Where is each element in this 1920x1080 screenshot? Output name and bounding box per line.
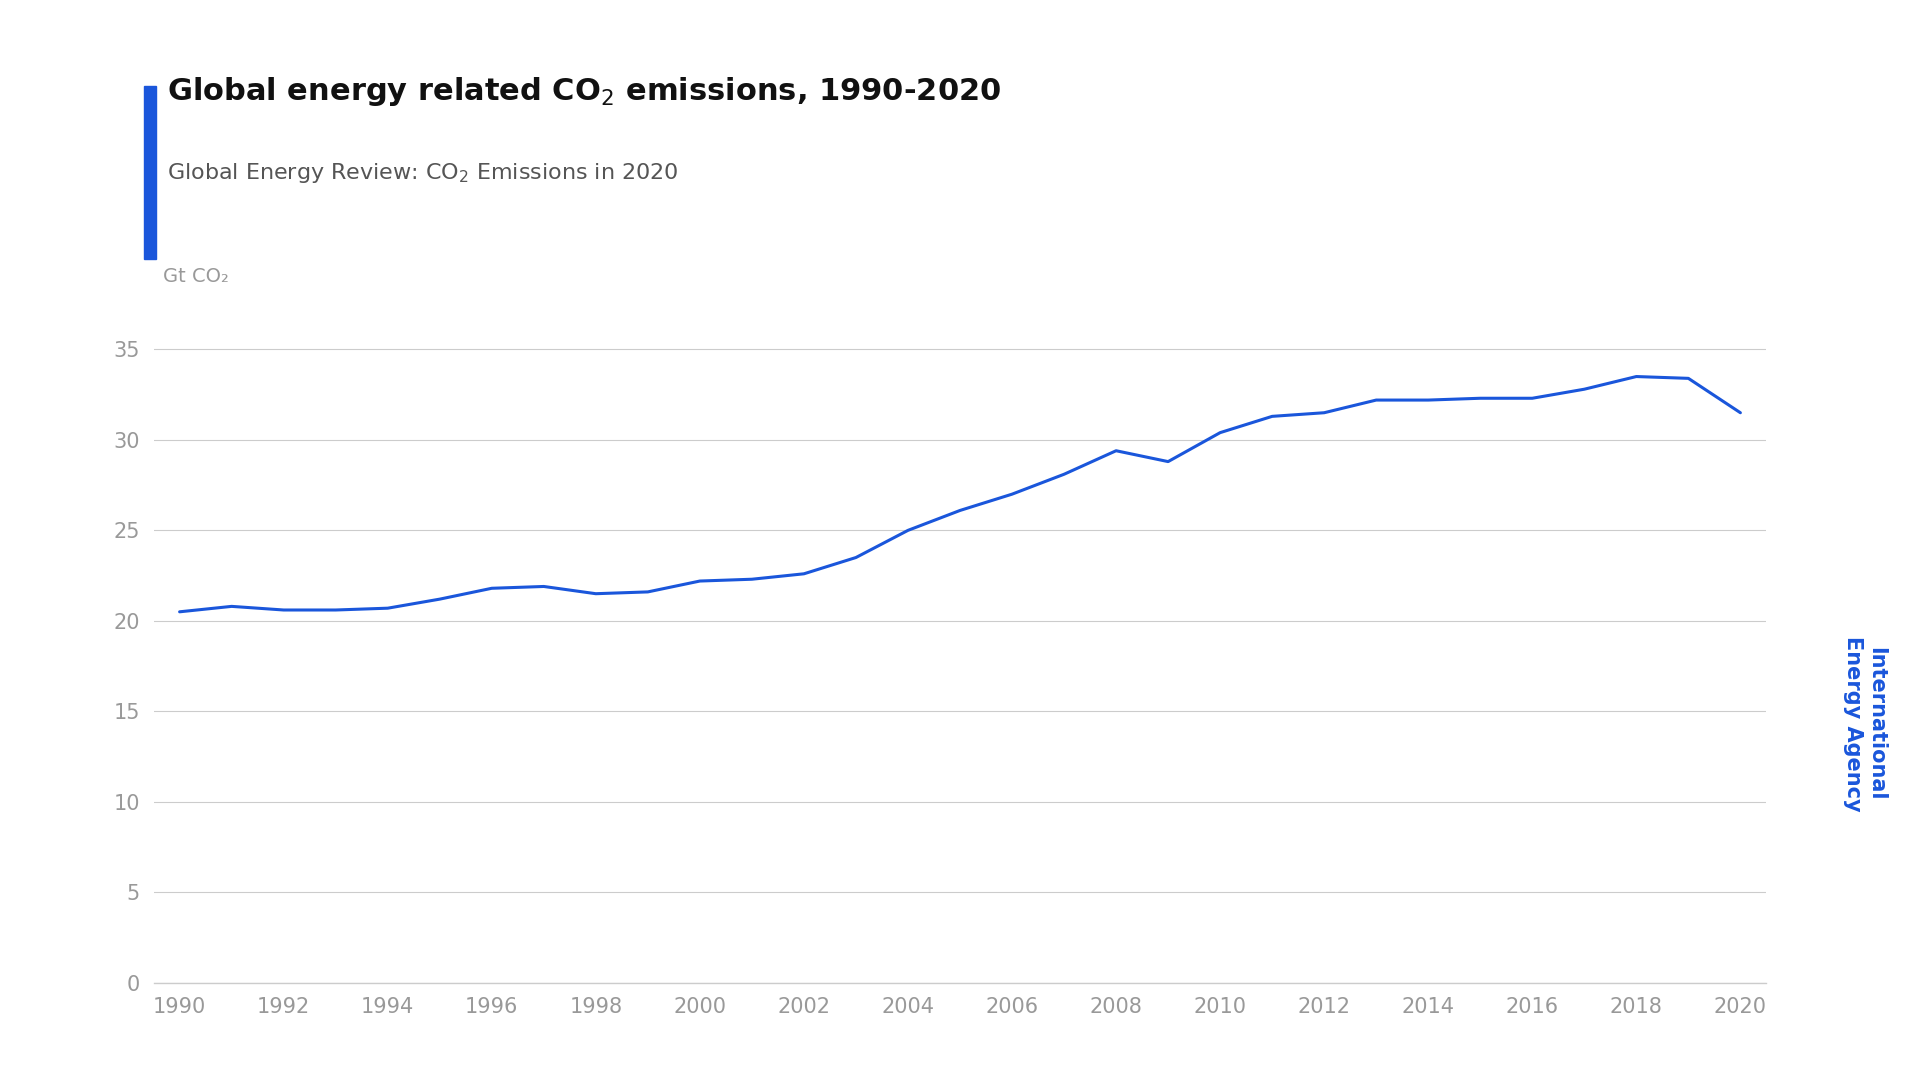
Text: Global energy related CO$_2$ emissions, 1990-2020: Global energy related CO$_2$ emissions, … xyxy=(167,76,1000,108)
Text: Gt CO₂: Gt CO₂ xyxy=(163,267,228,286)
Text: Global Energy Review: CO$_2$ Emissions in 2020: Global Energy Review: CO$_2$ Emissions i… xyxy=(167,161,678,185)
Text: International
Energy Agency: International Energy Agency xyxy=(1843,636,1885,811)
